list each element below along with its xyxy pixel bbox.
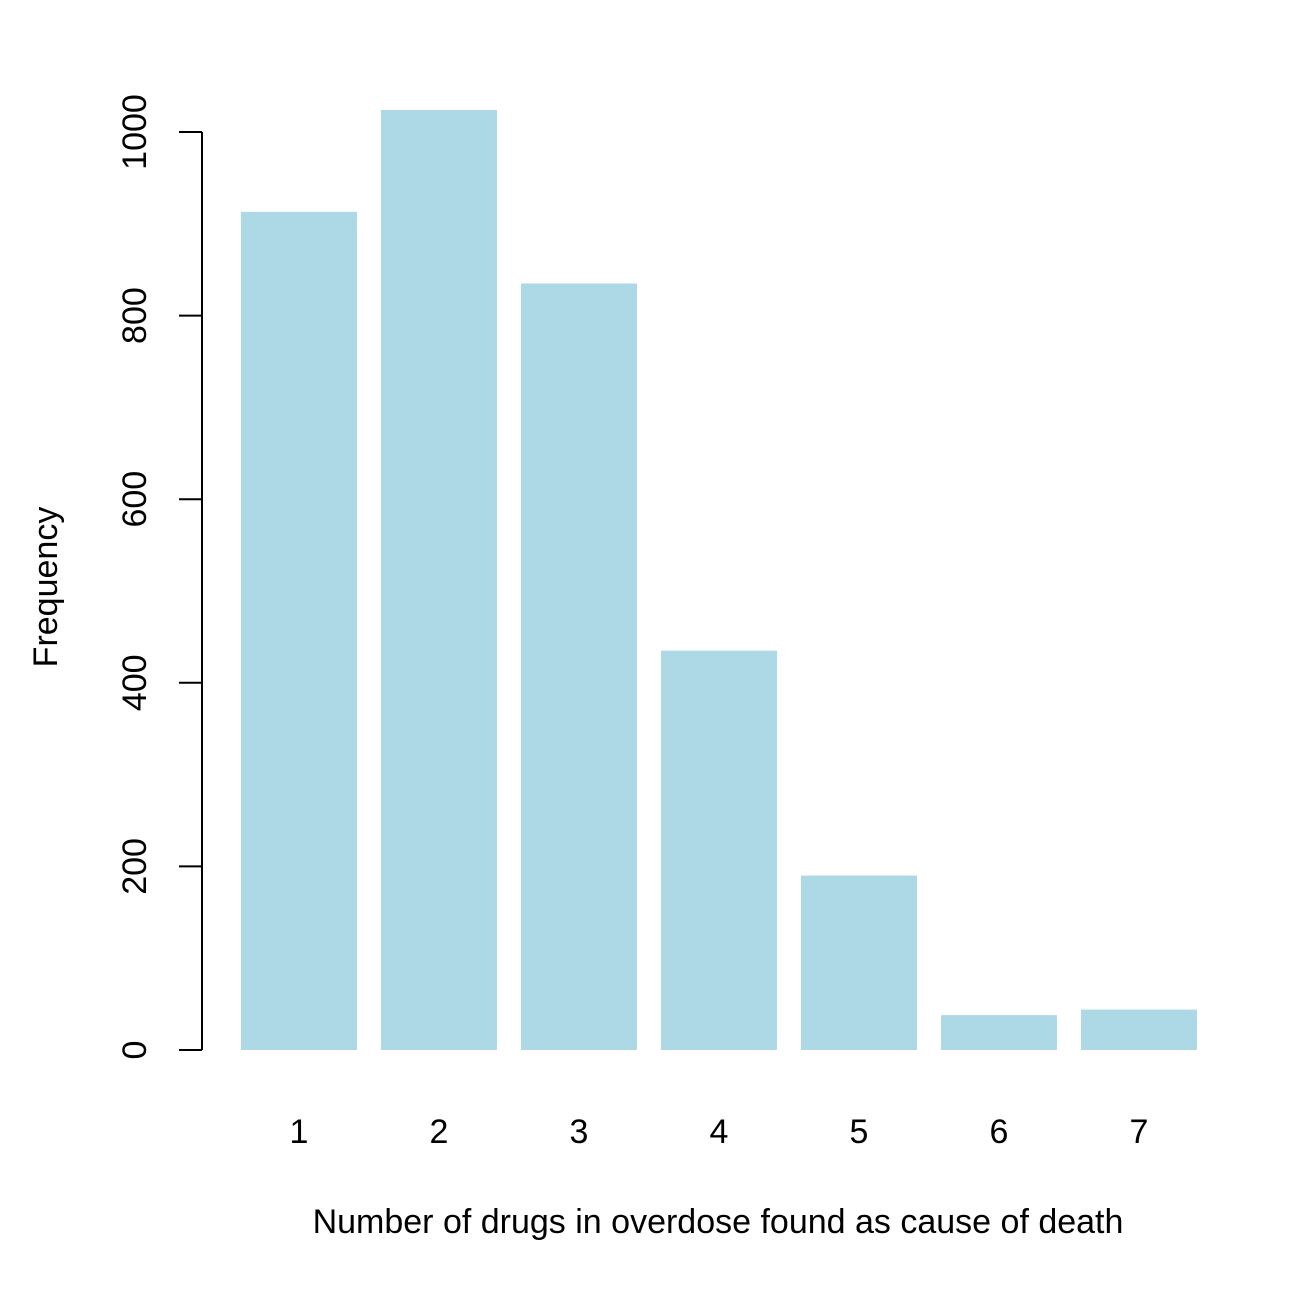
x-tick-label-1: 1	[290, 1113, 309, 1151]
bar-5	[801, 875, 917, 1050]
bar-3	[521, 283, 637, 1051]
y-tick-label-400: 400	[116, 654, 154, 711]
x-tick-label-6: 6	[990, 1113, 1009, 1151]
bar-4	[661, 650, 777, 1050]
y-tick-label-200: 200	[116, 838, 154, 895]
bar-6	[941, 1015, 1057, 1050]
bar-7	[1081, 1009, 1197, 1050]
x-tick-label-2: 2	[430, 1113, 449, 1151]
y-tick-label-0: 0	[116, 1041, 154, 1060]
bar-2	[381, 109, 497, 1050]
bars-layer	[241, 109, 1197, 1051]
x-tick-label-3: 3	[570, 1113, 589, 1151]
y-tick-label-800: 800	[116, 287, 154, 344]
bar-1	[241, 211, 357, 1051]
y-tick-label-600: 600	[116, 471, 154, 528]
x-tick-label-4: 4	[710, 1113, 729, 1151]
x-tick-labels: 1 2 3 4 5 6 7	[290, 1113, 1149, 1151]
y-axis-label: Frequency	[27, 507, 65, 668]
x-tick-label-7: 7	[1130, 1113, 1149, 1151]
y-tick-label-1000: 1000	[116, 94, 154, 170]
y-axis: 0 200 400 600 800 1000	[116, 94, 203, 1060]
x-tick-label-5: 5	[850, 1113, 869, 1151]
x-axis-label: Number of drugs in overdose found as cau…	[313, 1203, 1124, 1241]
